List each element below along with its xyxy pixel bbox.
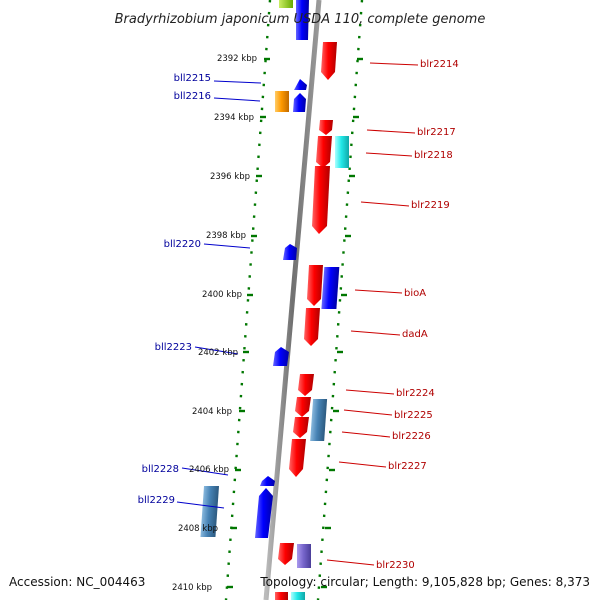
gene-blr2226[interactable] — [293, 417, 309, 438]
gene-label-bll2220[interactable]: bll2220 — [164, 239, 201, 250]
genome-backbone — [263, 0, 322, 600]
gene-feature-top-green[interactable] — [279, 0, 293, 8]
gene-label-bll2228[interactable]: bll2228 — [142, 464, 179, 475]
gene-label-bioA[interactable]: bioA — [404, 288, 426, 299]
gene-label-bll2229[interactable]: bll2229 — [138, 495, 175, 506]
gene-blr2227[interactable] — [289, 439, 306, 477]
gene-blr2219[interactable] — [312, 166, 330, 234]
gene-bll2215[interactable] — [294, 79, 307, 90]
gene-orange-feature[interactable] — [275, 91, 289, 112]
tick-label-2402: 2402 kbp — [198, 348, 238, 358]
gene-blr2224[interactable] — [298, 374, 314, 396]
gene-purple-feature[interactable] — [297, 544, 311, 568]
gene-label-bll2216[interactable]: bll2216 — [174, 91, 211, 102]
tick-label-2394: 2394 kbp — [214, 113, 254, 123]
gene-blr2218[interactable] — [316, 136, 332, 168]
gene-blr2214[interactable] — [321, 42, 337, 80]
gene-bll2220[interactable] — [283, 244, 297, 260]
left-scale-track — [224, 0, 272, 600]
gene-label-bll2215[interactable]: bll2215 — [174, 73, 211, 84]
tick-label-2398: 2398 kbp — [206, 231, 246, 241]
tick-label-2406: 2406 kbp — [189, 465, 229, 475]
tick-label-2408: 2408 kbp — [178, 524, 218, 534]
gene-bll2228[interactable] — [260, 476, 275, 486]
gene-label-blr2214[interactable]: blr2214 — [420, 59, 459, 70]
gene-label-blr2217[interactable]: blr2217 — [417, 127, 456, 138]
tick-label-2400: 2400 kbp — [202, 290, 242, 300]
tick-label-2410: 2410 kbp — [172, 583, 212, 593]
gene-label-blr2227[interactable]: blr2227 — [388, 461, 427, 472]
gene-steel-feature-right[interactable] — [310, 399, 328, 441]
gene-feature-bottom-cyan[interactable] — [291, 592, 305, 600]
right-scale-track — [316, 0, 364, 600]
map-title: Bradyrhizobium japonicum USDA 110, compl… — [115, 12, 486, 27]
gene-feature-top-blue[interactable] — [296, 0, 309, 40]
gene-steel-feature-left[interactable] — [200, 486, 220, 537]
gene-label-blr2226[interactable]: blr2226 — [392, 431, 431, 442]
gene-label-blr2225[interactable]: blr2225 — [394, 410, 433, 421]
gene-bioA[interactable] — [307, 265, 323, 306]
gene-label-dadA[interactable]: dadA — [402, 329, 428, 340]
accession-text: Accession: NC_004463 — [9, 575, 145, 589]
gene-blr2225[interactable] — [295, 397, 311, 417]
gene-dadA[interactable] — [304, 308, 320, 346]
gene-bll2216[interactable] — [293, 93, 306, 112]
topology-text: Topology: circular; Length: 9,105,828 bp… — [259, 575, 590, 589]
right-leader-lines — [326, 62, 419, 566]
tick-label-2392: 2392 kbp — [217, 54, 257, 64]
gene-label-bll2223[interactable]: bll2223 — [155, 342, 192, 353]
gene-blue-forward-feature[interactable] — [321, 267, 340, 309]
gene-label-blr2219[interactable]: blr2219 — [411, 200, 450, 211]
gene-label-blr2230[interactable]: blr2230 — [376, 560, 415, 571]
gene-feature-bottom-red[interactable] — [275, 592, 288, 600]
gene-blr2217[interactable] — [319, 120, 333, 135]
gene-bll2223[interactable] — [273, 347, 289, 366]
left-leader-lines — [176, 80, 262, 509]
gene-label-blr2224[interactable]: blr2224 — [396, 388, 435, 399]
gene-cyan-feature[interactable] — [335, 136, 349, 168]
tick-label-2404: 2404 kbp — [192, 407, 232, 417]
gene-bll2229[interactable] — [255, 488, 273, 538]
gene-blr2230[interactable] — [278, 543, 294, 565]
tick-marks — [227, 57, 363, 589]
tick-label-2396: 2396 kbp — [210, 172, 250, 182]
gene-label-blr2218[interactable]: blr2218 — [414, 150, 453, 161]
